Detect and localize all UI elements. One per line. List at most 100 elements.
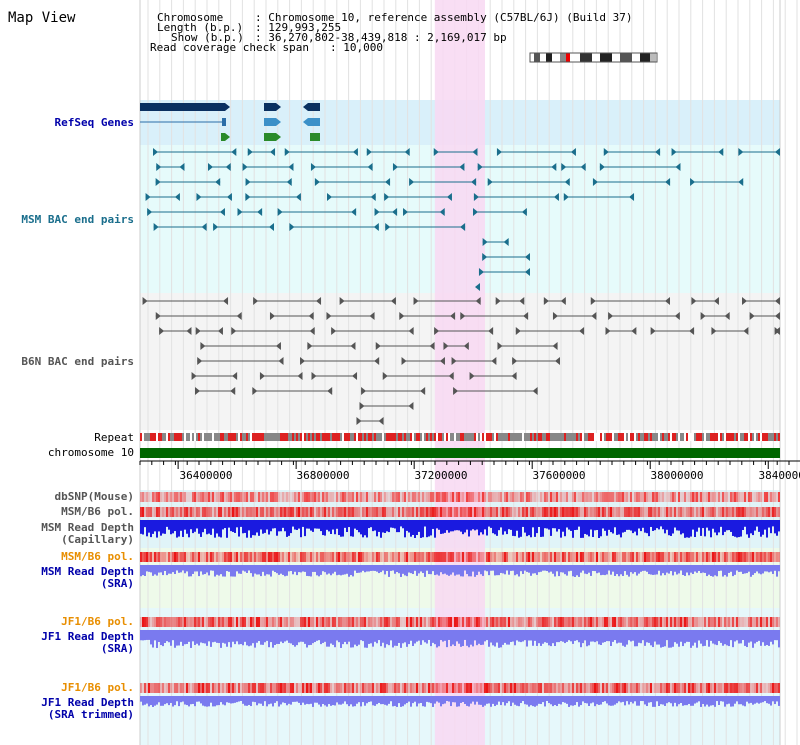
pol-mark (698, 552, 700, 562)
pol-mark (592, 683, 594, 693)
depth-bar (378, 630, 380, 641)
depth-bar (492, 520, 494, 534)
track-label-msm-bac[interactable]: MSM BAC end pairs (21, 213, 134, 226)
depth-bar (690, 696, 692, 706)
pol-mark (774, 552, 776, 562)
repeat-mark (558, 433, 560, 441)
repeat-mark (600, 433, 602, 441)
depth-bar (548, 565, 550, 573)
repeat-mark (408, 433, 410, 441)
pol-mark (170, 617, 172, 627)
depth-bar (638, 520, 640, 529)
depth-bar (638, 565, 640, 574)
depth-bar (280, 520, 282, 532)
pol-mark (516, 507, 518, 517)
depth-bar (370, 520, 372, 528)
pol-mark (554, 617, 556, 627)
pol-mark (208, 552, 210, 562)
track-label-jf1-pol-1[interactable]: JF1/B6 pol. (61, 615, 134, 628)
pol-mark (532, 552, 534, 562)
depth-bar (742, 630, 744, 641)
refseq-gene-arrow (276, 103, 281, 111)
pol-mark (590, 552, 592, 562)
depth-bar (700, 696, 702, 707)
track-label-jf1-depth-trim[interactable]: JF1 Read Depth (41, 696, 134, 709)
repeat-mark (322, 433, 324, 441)
repeat-mark (702, 433, 704, 441)
depth-bar (664, 565, 666, 576)
pol-mark (522, 683, 524, 693)
depth-bar (748, 696, 750, 704)
pol-mark (280, 617, 282, 627)
repeat-mark (708, 433, 710, 441)
repeat-mark (574, 433, 576, 441)
track-label-msm-pol-1[interactable]: MSM/B6 pol. (61, 505, 134, 518)
depth-bar (314, 696, 316, 703)
depth-bar (500, 696, 502, 706)
pol-mark (242, 617, 244, 627)
pol-mark (254, 552, 256, 562)
depth-bar (294, 696, 296, 702)
pol-mark (698, 617, 700, 627)
depth-bar (404, 565, 406, 576)
repeat-mark (764, 433, 766, 441)
b6n-bac-pair (223, 297, 229, 305)
dbsnp-mark (246, 492, 248, 502)
repeat-mark (360, 433, 362, 441)
b6n-bac-pair (331, 327, 337, 335)
pol-mark (314, 552, 316, 562)
depth-bar (604, 565, 606, 576)
pol-mark (562, 683, 564, 693)
depth-bar (304, 520, 306, 537)
depth-bar (574, 520, 576, 531)
b6n-bac-pair (579, 327, 585, 335)
pol-mark (470, 683, 472, 693)
dbsnp-mark (510, 492, 512, 502)
pol-mark (268, 552, 270, 562)
pol-mark (466, 683, 468, 693)
pol-mark (202, 507, 204, 517)
depth-bar (222, 520, 224, 530)
pol-mark (404, 683, 406, 693)
repeat-mark (168, 433, 170, 441)
track-label-msm-pol-2[interactable]: MSM/B6 pol. (61, 550, 134, 563)
depth-bar (518, 520, 520, 538)
pol-mark (540, 617, 542, 627)
track-label-refseq[interactable]: RefSeq Genes (54, 116, 134, 129)
track-label-b6n-bac[interactable]: B6N BAC end pairs (21, 355, 134, 368)
depth-bar (552, 565, 554, 574)
depth-bar (178, 520, 180, 537)
depth-bar (178, 630, 180, 646)
depth-bar (468, 565, 470, 577)
dbsnp-mark (572, 492, 574, 502)
depth-bar (588, 630, 590, 646)
pol-mark (500, 552, 502, 562)
pol-mark (708, 617, 710, 627)
depth-bar (352, 696, 354, 707)
pol-mark (168, 507, 170, 517)
repeat-mark (298, 433, 300, 441)
track-label-msm-depth-cap[interactable]: MSM Read Depth (41, 521, 134, 534)
dbsnp-mark (222, 492, 224, 502)
pol-mark (344, 507, 346, 517)
track-label-jf1-depth-sra[interactable]: JF1 Read Depth (41, 630, 134, 643)
depth-bar (360, 630, 362, 641)
pol-mark (340, 617, 342, 627)
depth-bar (576, 696, 578, 703)
pol-mark (522, 617, 524, 627)
track-label-msm-depth-sra[interactable]: MSM Read Depth (41, 565, 134, 578)
track-label-jf1-pol-2[interactable]: JF1/B6 pol. (61, 681, 134, 694)
b6n-bac-pair (420, 387, 426, 395)
pol-mark (204, 683, 206, 693)
pol-mark (224, 552, 226, 562)
depth-bar (344, 696, 346, 702)
track-label-dbsnp[interactable]: dbSNP(Mouse) (54, 490, 134, 503)
msm-bac-pair (629, 193, 635, 201)
pol-mark (440, 552, 442, 562)
pol-mark (662, 552, 664, 562)
pol-mark (560, 617, 562, 627)
axis-tick-label: 37200000 (414, 469, 468, 482)
pol-mark (322, 507, 324, 517)
depth-bar (592, 696, 594, 703)
